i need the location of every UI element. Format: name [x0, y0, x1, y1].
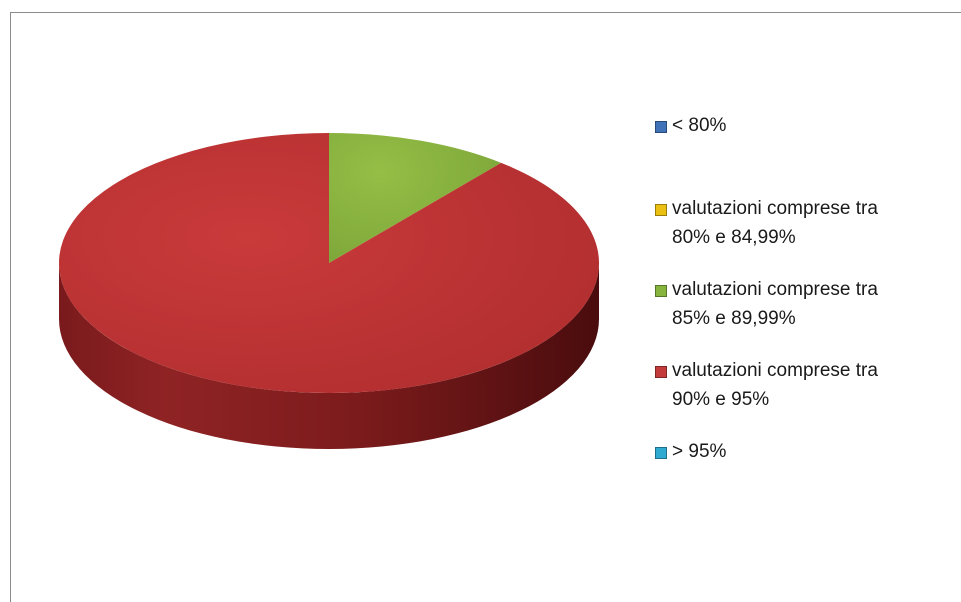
legend-swatch-2 — [655, 285, 667, 297]
legend-item-2: valutazioni comprese tra 85% e 89,99% — [655, 275, 961, 333]
legend-label-3: valutazioni comprese tra 90% e 95% — [672, 360, 878, 410]
pie-slice-side-3 — [59, 263, 599, 449]
legend-item-3: valutazioni comprese tra 90% e 95% — [655, 356, 961, 414]
pie-slice-2 — [329, 133, 502, 263]
legend-label-4: > 95% — [672, 441, 727, 462]
pie-slice-3 — [58, 133, 599, 393]
legend-swatch-0 — [655, 121, 667, 133]
legend-label-2: valutazioni comprese tra 85% e 89,99% — [672, 279, 878, 329]
legend-swatch-3 — [655, 366, 667, 378]
legend-label-1: valutazioni comprese tra 80% e 84,99% — [672, 198, 878, 248]
legend-swatch-1 — [655, 204, 667, 216]
legend-item-4: > 95% — [655, 437, 961, 466]
legend-swatch-4 — [655, 447, 667, 459]
legend-item-1: valutazioni comprese tra 80% e 84,99% — [655, 194, 961, 252]
legend-item-0: < 80% — [655, 111, 961, 140]
legend-label-0: < 80% — [672, 115, 727, 136]
